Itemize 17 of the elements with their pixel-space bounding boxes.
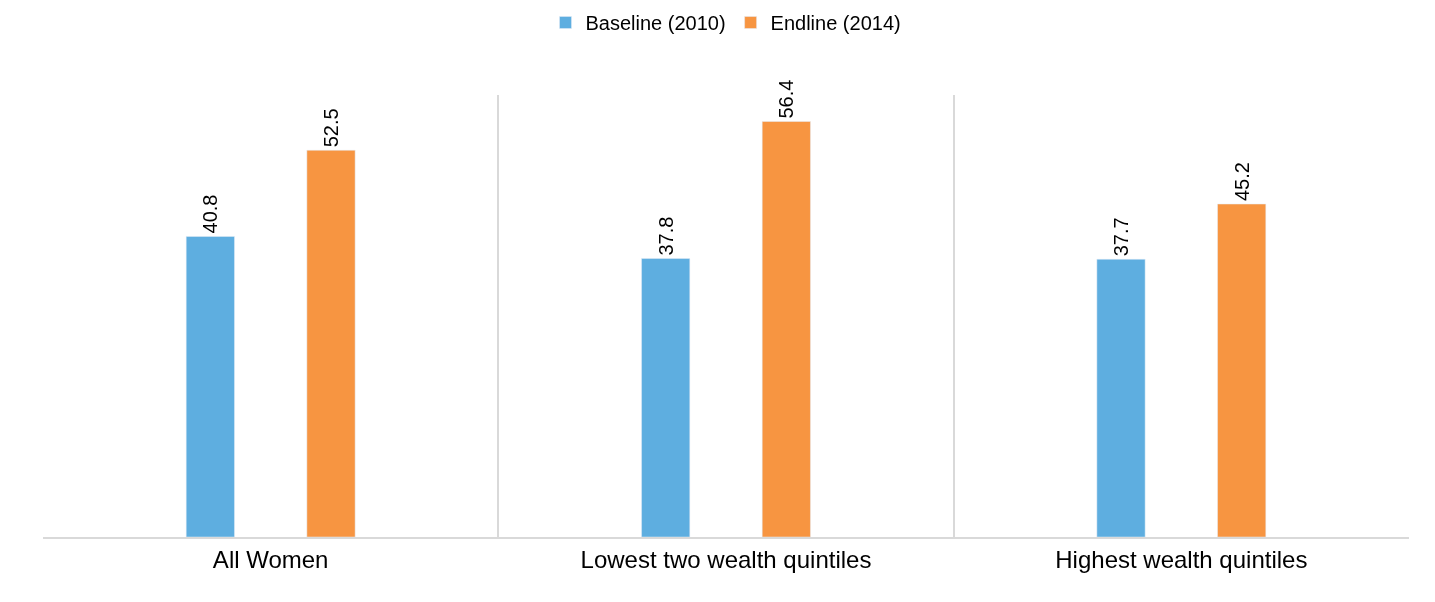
legend-label: Endline (2014) [770,12,901,35]
data-label: 56.4 [775,79,798,119]
bar [185,236,235,537]
x-tick-label: Lowest two wealth quintiles [580,545,872,573]
x-tick-label: All Women [212,545,329,573]
bar [761,121,811,537]
bar [641,258,691,537]
bar [1096,259,1146,537]
data-label: 45.2 [1230,162,1253,202]
data-label: 37.8 [654,216,677,256]
bar [306,150,356,537]
x-tick-label: Highest wealth quintiles [1055,545,1308,573]
data-label: 40.8 [199,194,222,234]
bar [1217,203,1267,537]
legend-label: Baseline (2010) [585,12,726,35]
data-label: 52.5 [320,108,342,148]
data-label: 37.7 [1110,217,1132,257]
